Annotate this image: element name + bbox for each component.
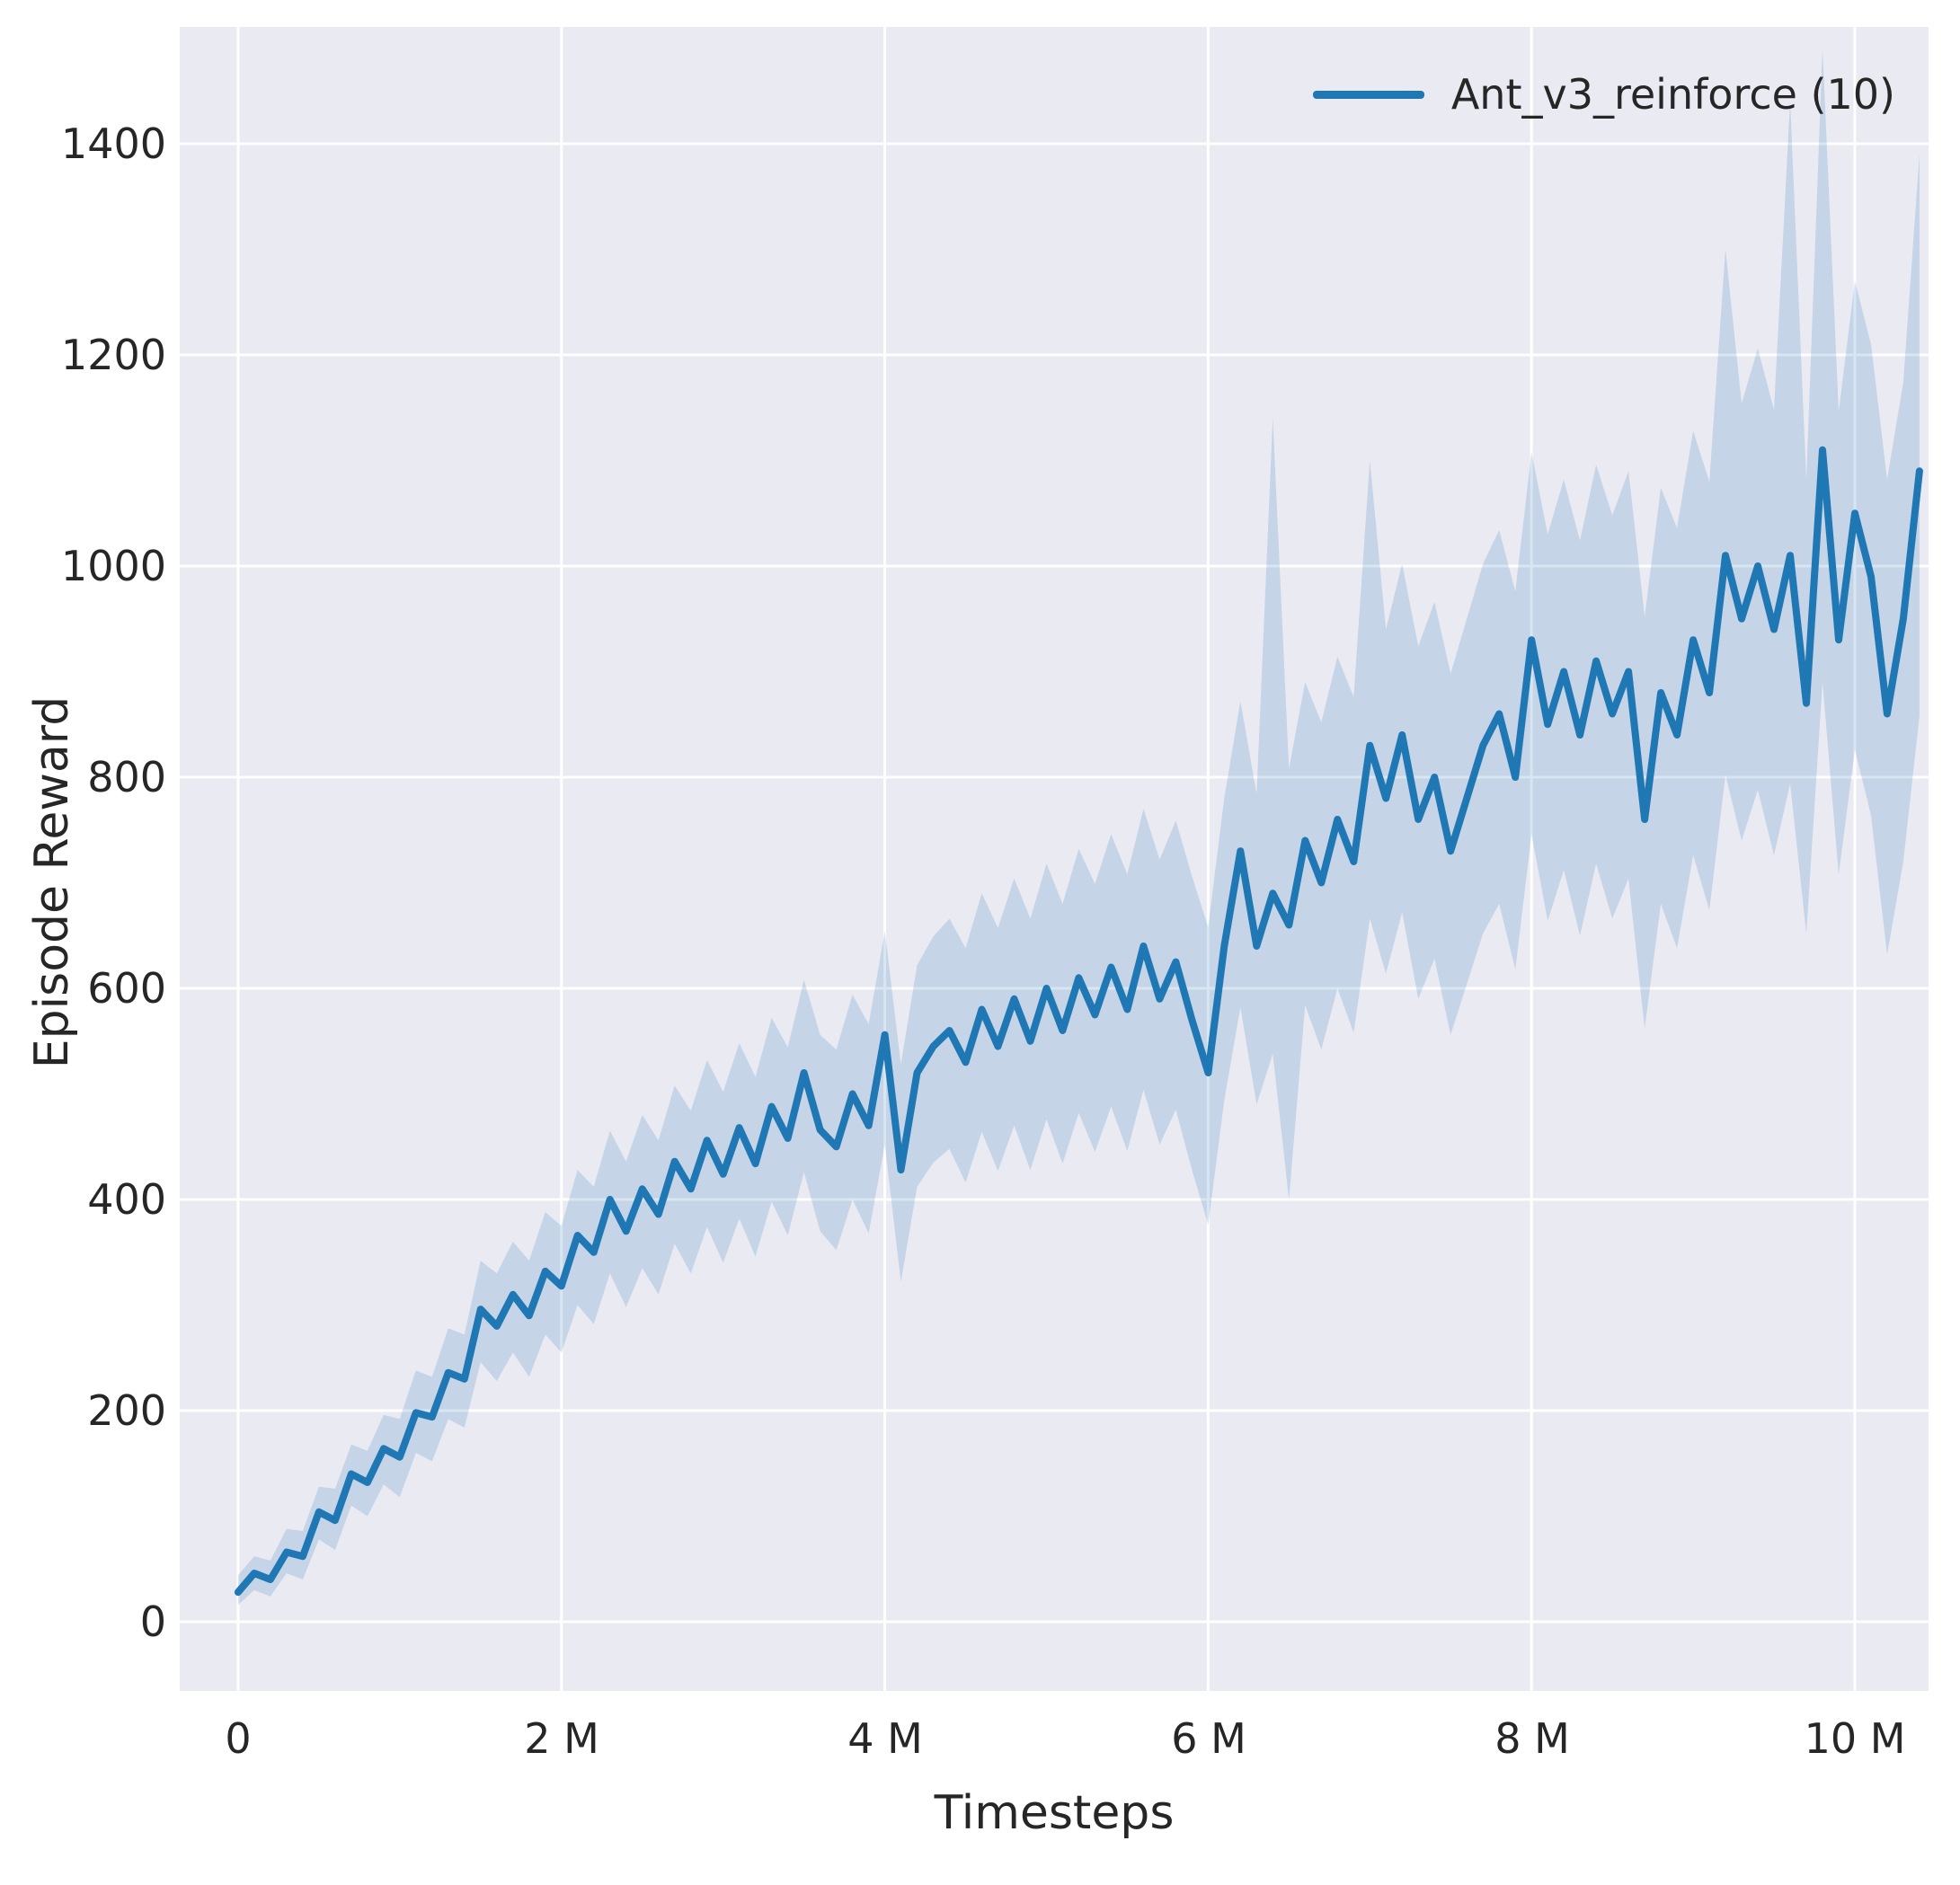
legend-label: Ant_v3_reinforce (10) bbox=[1450, 70, 1895, 119]
plot-background bbox=[180, 27, 1929, 1691]
y-tick-label: 600 bbox=[87, 964, 166, 1013]
y-tick-label: 200 bbox=[87, 1386, 166, 1435]
x-axis-label: Timesteps bbox=[934, 1786, 1175, 1840]
legend-line-swatch bbox=[1312, 90, 1424, 99]
y-tick-label: 400 bbox=[87, 1175, 166, 1224]
legend: Ant_v3_reinforce (10) bbox=[1312, 70, 1895, 119]
x-tick-label: 2 M bbox=[524, 1714, 599, 1763]
y-tick-label: 800 bbox=[87, 753, 166, 801]
y-tick-label: 1200 bbox=[60, 331, 166, 379]
y-tick-label: 0 bbox=[139, 1597, 166, 1646]
y-tick-label: 1000 bbox=[60, 542, 166, 590]
x-tick-label: 0 bbox=[225, 1714, 252, 1763]
x-tick-label: 10 M bbox=[1804, 1714, 1906, 1763]
y-axis-label: Episode Reward bbox=[25, 695, 79, 1069]
y-tick-label: 1400 bbox=[60, 119, 166, 168]
mean-line bbox=[234, 446, 1923, 1597]
x-tick-label: 8 M bbox=[1494, 1714, 1570, 1763]
x-tick-label: 4 M bbox=[847, 1714, 923, 1763]
x-tick-label: 6 M bbox=[1171, 1714, 1246, 1763]
